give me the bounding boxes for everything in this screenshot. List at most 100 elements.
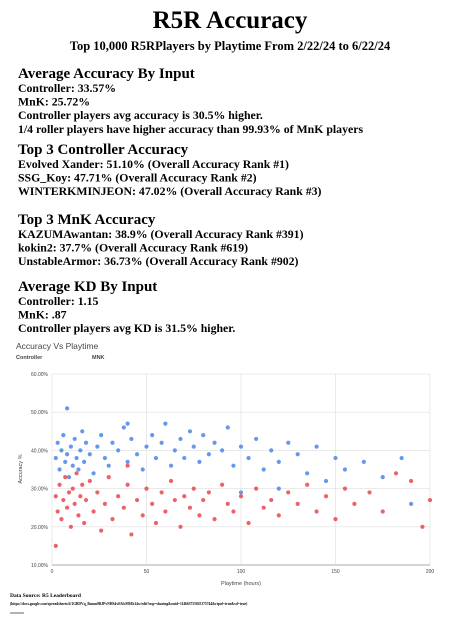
section-line: Controller players avg KD is 31.5% highe… xyxy=(18,321,235,335)
section-heading: Top 3 Controller Accuracy xyxy=(18,142,189,158)
data-point xyxy=(231,509,236,514)
data-point xyxy=(305,482,310,487)
data-point xyxy=(55,509,60,514)
data-point xyxy=(238,444,244,449)
section-line: MnK: .87 xyxy=(18,308,67,322)
data-point xyxy=(125,459,130,464)
data-point xyxy=(95,444,100,449)
data-point xyxy=(231,463,236,468)
data-point xyxy=(91,471,96,476)
data-point xyxy=(168,463,174,468)
data-point xyxy=(261,505,266,510)
data-point xyxy=(191,444,196,449)
y-axis-label: Accuracy % xyxy=(18,454,24,483)
data-point xyxy=(53,455,58,461)
data-point xyxy=(53,494,58,499)
data-point xyxy=(87,452,92,457)
data-point xyxy=(427,497,433,503)
data-point xyxy=(99,528,104,533)
data-point xyxy=(57,482,62,487)
data-point xyxy=(168,478,174,484)
legend-entry: Controller xyxy=(16,355,43,361)
section-line: UnstableArmor: 36.73% (Overall Accuracy … xyxy=(18,254,299,268)
data-point xyxy=(87,478,92,484)
data-point xyxy=(82,520,87,526)
data-point xyxy=(286,440,291,445)
data-point xyxy=(305,471,310,476)
data-point xyxy=(393,471,399,476)
data-point xyxy=(163,421,168,426)
data-point xyxy=(74,471,79,476)
data-point xyxy=(82,459,87,464)
data-point xyxy=(361,459,366,464)
data-point xyxy=(80,482,85,487)
data-point xyxy=(70,486,75,491)
data-point xyxy=(276,459,281,464)
data-point xyxy=(55,440,60,445)
data-point xyxy=(261,467,266,472)
data-point xyxy=(333,517,338,522)
data-point xyxy=(80,429,85,434)
section-heading: Average Accuracy By Input xyxy=(18,66,195,82)
y-tick-label: 60.00% xyxy=(31,372,49,378)
data-point xyxy=(269,497,274,503)
data-point xyxy=(125,421,130,426)
data-point xyxy=(91,509,96,514)
data-point xyxy=(286,490,291,495)
data-point xyxy=(153,520,159,526)
data-point xyxy=(342,486,348,491)
data-point xyxy=(238,494,244,499)
data-point xyxy=(116,494,121,499)
data-point xyxy=(78,494,83,499)
data-point xyxy=(102,501,108,506)
data-point xyxy=(68,524,73,529)
section-line: Controller: 1.15 xyxy=(18,294,98,308)
chart-title: Accuracy Vs Playtime xyxy=(16,341,98,351)
data-point xyxy=(314,509,319,514)
data-point xyxy=(225,425,230,430)
data-point xyxy=(83,440,89,445)
data-point xyxy=(178,524,183,529)
data-point xyxy=(323,494,329,499)
legend-entry: MNK xyxy=(92,355,105,361)
data-point xyxy=(182,455,187,461)
data-point xyxy=(59,517,64,522)
data-point xyxy=(399,455,404,461)
data-point xyxy=(116,448,121,453)
data-point xyxy=(125,463,130,468)
data-point xyxy=(254,486,259,491)
data-point xyxy=(246,520,251,526)
data-point xyxy=(342,467,348,472)
data-point xyxy=(314,444,319,449)
data-point xyxy=(110,440,115,445)
data-point xyxy=(172,497,177,503)
data-point xyxy=(74,455,79,461)
data-point xyxy=(246,455,251,461)
data-point xyxy=(76,513,81,518)
data-point xyxy=(53,543,58,549)
x-tick-label: 150 xyxy=(331,569,340,575)
x-tick-label: 50 xyxy=(144,569,150,575)
data-point xyxy=(159,490,164,495)
data-point xyxy=(95,490,100,495)
data-point xyxy=(191,486,196,491)
data-point xyxy=(129,436,134,442)
data-point xyxy=(144,486,149,491)
data-point xyxy=(206,490,211,495)
data-point xyxy=(254,436,259,442)
data-point xyxy=(59,448,64,453)
data-point xyxy=(201,497,206,503)
data-point xyxy=(225,501,230,506)
data-point xyxy=(65,505,70,510)
data-point xyxy=(68,444,73,449)
data-point xyxy=(63,475,68,480)
data-point xyxy=(140,513,145,518)
data-point xyxy=(182,494,187,499)
data-point xyxy=(212,440,217,445)
section-line: WINTERKMINJEON: 47.02% (Overall Accuracy… xyxy=(18,184,321,198)
data-source: Data Source: R5 Leaderboard xyxy=(10,593,81,599)
data-point xyxy=(72,501,77,506)
data-point xyxy=(269,448,274,453)
data-point xyxy=(163,509,168,514)
data-point xyxy=(134,452,140,457)
